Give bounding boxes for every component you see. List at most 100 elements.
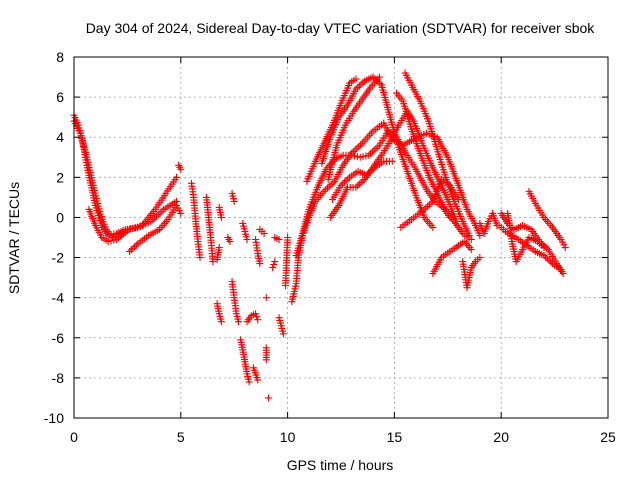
data-series-track bbox=[318, 73, 437, 231]
data-series-track bbox=[262, 344, 270, 364]
y-tick-label: -2 bbox=[52, 250, 65, 266]
data-point bbox=[359, 79, 367, 87]
x-tick-label: 0 bbox=[70, 429, 78, 445]
data-point bbox=[365, 151, 373, 159]
data-point bbox=[122, 227, 130, 235]
data-point bbox=[344, 175, 352, 183]
data-point bbox=[427, 199, 435, 207]
data-point bbox=[452, 217, 460, 225]
x-tick-label: 10 bbox=[280, 429, 296, 445]
data-point bbox=[284, 234, 292, 241]
data-series-track bbox=[215, 203, 225, 221]
data-point bbox=[476, 231, 484, 239]
data-point bbox=[196, 254, 204, 262]
data-point bbox=[129, 244, 137, 252]
data-point bbox=[355, 82, 363, 90]
data-point bbox=[375, 73, 383, 81]
data-series-track bbox=[269, 258, 279, 272]
data-point bbox=[264, 394, 272, 402]
data-point bbox=[245, 378, 253, 386]
data-point bbox=[320, 187, 328, 195]
data-point bbox=[364, 170, 372, 178]
data-point bbox=[354, 182, 362, 190]
x-tick-label: 25 bbox=[600, 429, 616, 445]
data-point bbox=[269, 264, 277, 272]
data-point bbox=[369, 165, 377, 173]
data-point bbox=[465, 231, 473, 239]
y-tick-label: -10 bbox=[44, 410, 64, 426]
x-axis-label: GPS time / hours bbox=[287, 457, 394, 473]
x-tick-label: 5 bbox=[177, 429, 185, 445]
data-series-track bbox=[243, 310, 262, 326]
data-point bbox=[113, 236, 121, 244]
data-series-track bbox=[249, 364, 262, 384]
x-axis-ticks: 0 5 10 15 20 25 bbox=[70, 57, 616, 445]
data-series-track bbox=[281, 234, 292, 290]
data-point bbox=[243, 236, 251, 244]
data-point bbox=[116, 232, 124, 240]
data-point bbox=[352, 183, 360, 191]
data-point bbox=[547, 258, 555, 266]
data-point bbox=[271, 258, 279, 266]
data-point bbox=[262, 294, 270, 302]
data-series-track bbox=[70, 111, 181, 239]
data-point bbox=[279, 330, 287, 338]
data-point bbox=[177, 165, 185, 173]
data-series-track bbox=[187, 179, 204, 262]
data-series-track bbox=[397, 175, 462, 231]
data-series-track bbox=[237, 336, 253, 386]
data-series-track bbox=[213, 300, 225, 326]
data-point bbox=[357, 80, 365, 88]
data-point bbox=[370, 146, 378, 154]
data-point bbox=[429, 223, 437, 231]
data-point bbox=[425, 201, 433, 209]
data-point bbox=[355, 180, 363, 188]
data-point bbox=[542, 253, 550, 261]
y-tick-label: -4 bbox=[52, 290, 65, 306]
data-point bbox=[158, 207, 166, 215]
data-point bbox=[260, 229, 268, 237]
data-point bbox=[540, 252, 548, 260]
data-point bbox=[352, 75, 360, 83]
data-point bbox=[368, 167, 376, 175]
data-point bbox=[226, 238, 234, 246]
data-series-track bbox=[256, 225, 268, 237]
data-point bbox=[322, 186, 330, 194]
data-series-track bbox=[85, 205, 131, 246]
data-point bbox=[543, 255, 551, 263]
data-point bbox=[217, 213, 225, 221]
data-series-track bbox=[504, 209, 548, 266]
y-axis-ticks: -10 -8 -6 -4 -2 0 2 4 6 8 bbox=[44, 49, 608, 426]
data-points bbox=[70, 69, 569, 402]
x-tick-label: 20 bbox=[493, 429, 509, 445]
data-point bbox=[351, 146, 359, 154]
data-point bbox=[363, 171, 371, 179]
data-point bbox=[217, 318, 225, 326]
data-point bbox=[388, 157, 396, 165]
data-point bbox=[418, 207, 426, 215]
data-point bbox=[540, 244, 548, 252]
data-series-track bbox=[264, 394, 272, 402]
data-point bbox=[127, 246, 135, 254]
data-point bbox=[131, 243, 139, 251]
data-series-track bbox=[429, 238, 475, 278]
data-series-track bbox=[275, 314, 287, 338]
data-point bbox=[275, 236, 283, 244]
data-point bbox=[349, 148, 357, 156]
data-point bbox=[118, 230, 126, 238]
data-point bbox=[154, 211, 162, 219]
y-tick-label: 0 bbox=[56, 209, 64, 225]
data-point bbox=[369, 73, 377, 81]
data-series-track bbox=[228, 189, 238, 205]
data-series-track bbox=[525, 187, 569, 252]
data-point bbox=[253, 313, 261, 321]
data-series-track bbox=[70, 117, 181, 241]
data-point bbox=[355, 143, 363, 151]
data-point bbox=[327, 181, 335, 189]
data-point bbox=[177, 209, 185, 217]
data-point bbox=[367, 150, 375, 158]
data-point bbox=[254, 316, 262, 324]
data-point bbox=[270, 261, 278, 269]
data-point bbox=[120, 229, 128, 237]
data-series-track bbox=[224, 234, 234, 246]
